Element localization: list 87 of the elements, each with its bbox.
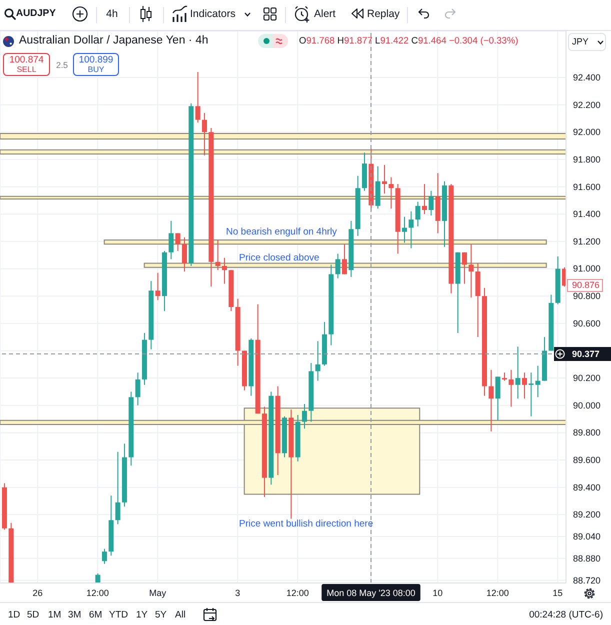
candlestick xyxy=(102,548,107,564)
text: Replay xyxy=(367,8,400,20)
candlestick xyxy=(408,210,414,249)
text: All xyxy=(175,609,186,620)
candlestick xyxy=(342,244,347,275)
text: Indicators xyxy=(190,8,236,20)
candlestick xyxy=(422,184,427,215)
y-tick-label: 89.600 xyxy=(573,455,601,466)
y-tick-label: 88.880 xyxy=(573,553,601,564)
candlestick xyxy=(215,240,220,271)
text: 5D xyxy=(27,609,40,620)
y-tick-label: 90.600 xyxy=(573,318,601,328)
candlestick xyxy=(428,190,434,216)
candlestick xyxy=(388,176,394,210)
x-tick-label: 3 xyxy=(235,588,240,598)
candlestick xyxy=(462,252,467,284)
annotation: 100.874 xyxy=(9,54,44,66)
annotation: 90.876 xyxy=(567,279,603,292)
candlestick xyxy=(335,253,340,279)
text: 00:24:28 (UTC-6) xyxy=(529,609,603,620)
annotation: 2.5 xyxy=(56,60,68,70)
text: 1M xyxy=(48,609,62,620)
text: 5Y xyxy=(155,609,167,620)
text: Alert xyxy=(314,8,336,20)
y-tick-label: 91.200 xyxy=(573,236,601,246)
x-tick-label: 12:00 xyxy=(286,588,309,598)
text: JPY xyxy=(572,36,589,46)
candlestick xyxy=(535,365,540,398)
text: 1D xyxy=(8,609,20,620)
candlestick xyxy=(382,164,387,194)
y-tick-label: 92.200 xyxy=(573,100,601,110)
x-tick-label: Mon 08 May '23 08:00 xyxy=(326,588,416,598)
y-tick-label: 91.600 xyxy=(573,182,601,192)
annotation: 100.899 xyxy=(78,54,114,66)
candlestick xyxy=(495,376,500,421)
y-tick-label: 92.000 xyxy=(573,127,601,138)
y-tick-label: 91.000 xyxy=(573,264,601,274)
x-tick-label: 12:00 xyxy=(86,588,109,598)
candlestick xyxy=(195,71,200,124)
candlestick xyxy=(522,372,527,400)
candlestick xyxy=(302,404,307,430)
y-tick-label: 88.720 xyxy=(573,575,601,586)
y-tick-label: 89.040 xyxy=(573,532,601,542)
text: YTD xyxy=(109,609,128,620)
candlestick xyxy=(182,236,187,272)
annotation: Price went bullish direction here xyxy=(239,518,374,530)
candlestick xyxy=(115,451,120,525)
candlestick xyxy=(135,372,140,406)
y-tick-label: 90.000 xyxy=(573,400,601,410)
candlestick xyxy=(315,340,320,382)
x-tick-label: May xyxy=(149,588,167,598)
candlestick xyxy=(468,244,474,298)
y-tick-label: 89.800 xyxy=(573,428,601,438)
candlestick xyxy=(175,232,180,252)
chart-title: Australian Dollar / Japanese Yen · 4h xyxy=(19,34,208,47)
candlestick xyxy=(415,201,420,227)
x-tick-label: 12:00 xyxy=(486,588,509,598)
x-tick-label: 10 xyxy=(432,588,443,598)
y-tick-label: 91.400 xyxy=(573,209,601,220)
annotation: SELL xyxy=(16,65,36,74)
y-tick-label: 89.400 xyxy=(573,482,601,492)
candlestick xyxy=(155,272,160,301)
y-tick-label: 92.400 xyxy=(573,72,601,82)
candlestick xyxy=(515,346,520,400)
candlestick xyxy=(508,369,514,408)
candlestick xyxy=(222,257,227,284)
text: 6M xyxy=(89,609,102,620)
text: 1Y xyxy=(136,609,148,620)
y-tick-label: 90.800 xyxy=(573,291,601,302)
candlestick xyxy=(488,369,494,432)
x-tick-label: 26 xyxy=(32,588,43,598)
y-tick-label: 89.200 xyxy=(573,510,601,520)
ref-line-label: 90.377 xyxy=(566,346,611,361)
y-tick-label: 91.800 xyxy=(573,154,601,164)
text: AUDJPY xyxy=(16,8,56,20)
candlestick xyxy=(202,112,207,156)
candlestick xyxy=(168,220,174,260)
candlestick xyxy=(528,372,534,417)
annotation: No bearish engulf on 4hrly xyxy=(226,226,337,238)
annotation: Price closed above xyxy=(239,252,320,264)
x-tick-label: 15 xyxy=(552,588,563,598)
text: O91.768 H91.877 L91.422 C91.464 −0.304 (−0.33%) xyxy=(299,35,518,46)
text: 3M xyxy=(68,609,82,620)
annotation: BUY xyxy=(88,65,104,74)
y-tick-label: 90.200 xyxy=(573,373,601,384)
candlestick xyxy=(402,216,407,244)
text: 4h xyxy=(106,8,118,20)
